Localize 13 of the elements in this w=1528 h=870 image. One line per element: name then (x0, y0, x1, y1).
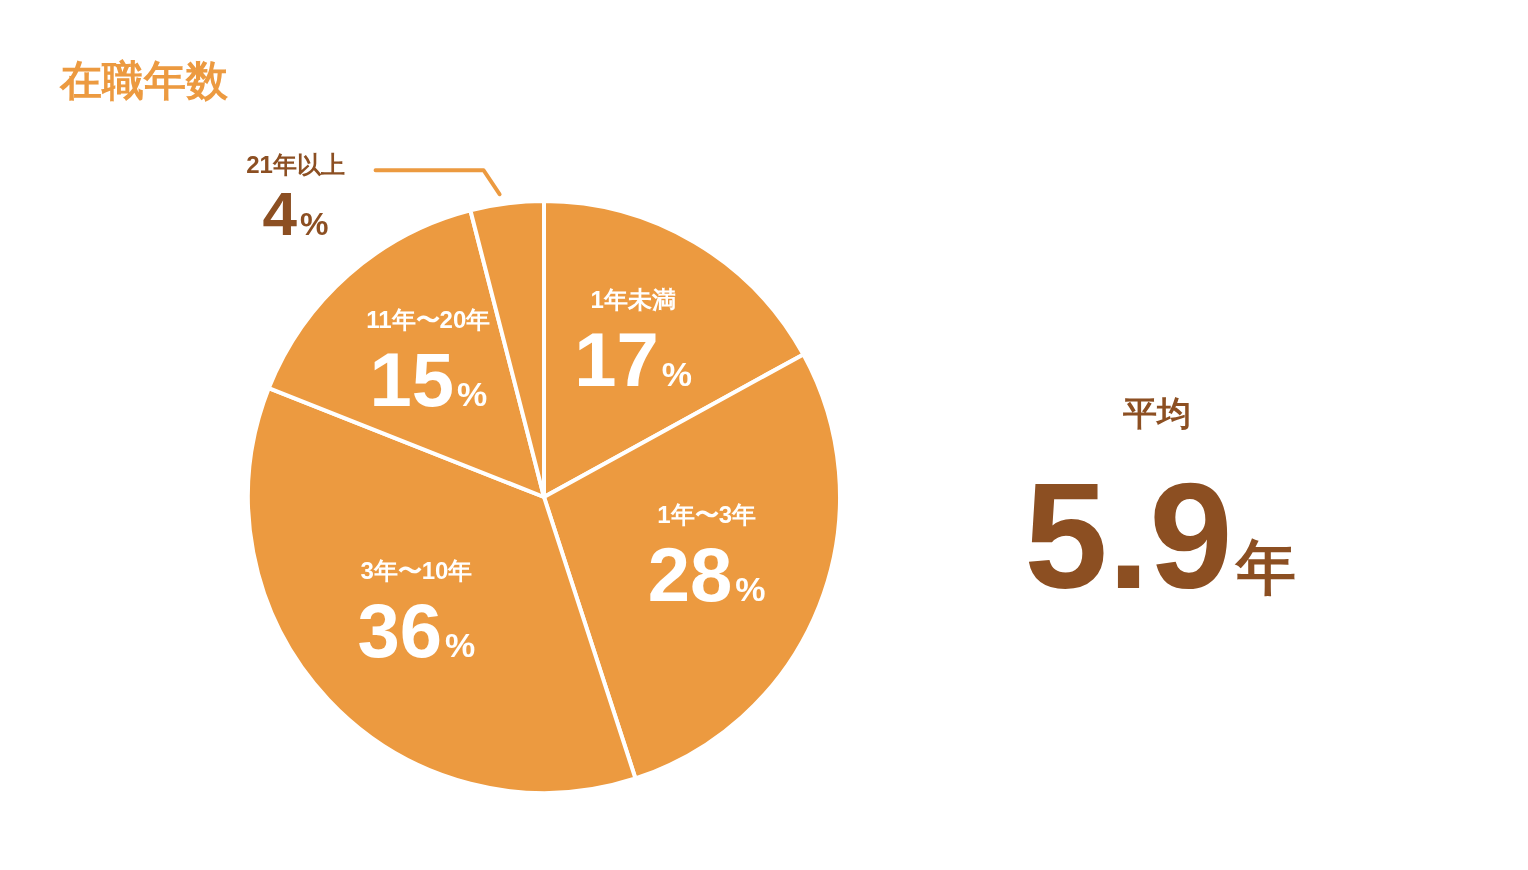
data-label: 36% (357, 587, 476, 673)
slice-label: 3年〜10年 (360, 556, 473, 584)
chart-title: 在職年数 (59, 57, 229, 104)
slice-label: 11年〜20年 (366, 305, 491, 333)
data-label: 15% (369, 336, 488, 422)
slice-label: 21年以上 (246, 151, 345, 179)
data-label: 4% (262, 179, 329, 249)
text: 平均 (1122, 394, 1191, 432)
data-label: 28% (647, 532, 766, 618)
data-label: 17% (574, 317, 692, 403)
slice-label: 1年未満 (590, 286, 676, 314)
text: 5.9年 (1024, 452, 1296, 620)
slice-label: 1年〜3年 (657, 501, 757, 529)
